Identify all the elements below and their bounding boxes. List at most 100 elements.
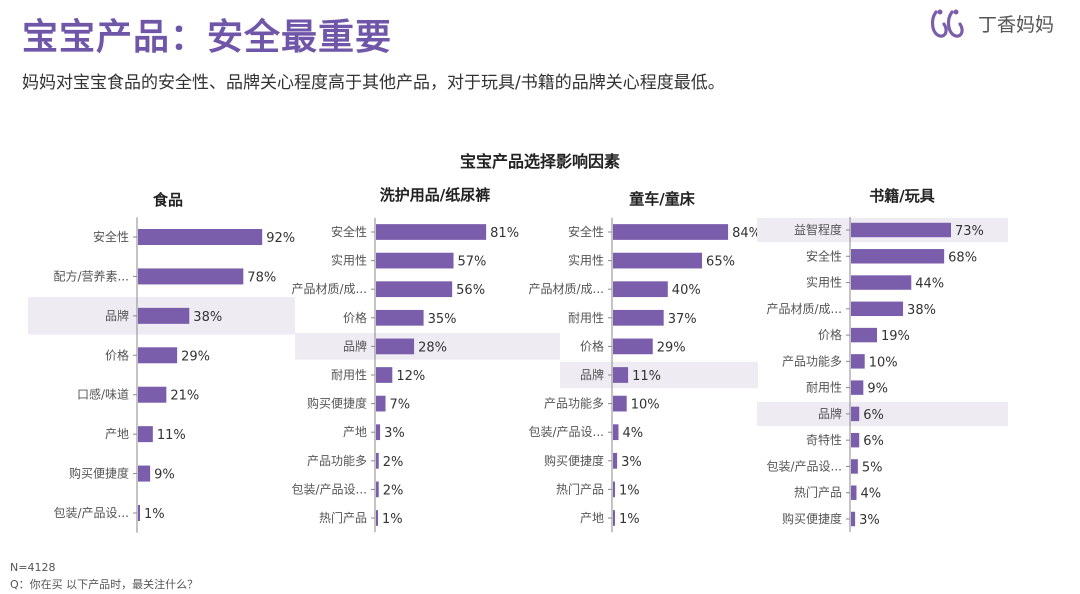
logo-text: 丁香妈妈: [978, 14, 1055, 36]
category-label: 产品材质/成...: [292, 282, 368, 296]
data-label: 38%: [907, 303, 936, 318]
bar: [613, 424, 619, 441]
category-label: 价格: [105, 347, 129, 362]
data-label: 44%: [915, 277, 944, 292]
category-label: 产地: [343, 425, 367, 439]
panel-title: 童车/童床: [629, 190, 695, 208]
data-label: 84%: [732, 226, 761, 241]
bar: [851, 406, 860, 422]
category-label: 包装/产品设...: [54, 506, 130, 520]
bar: [376, 309, 424, 326]
category-label: 品牌: [105, 309, 129, 323]
category-label: 产品功能多: [307, 454, 367, 468]
data-label: 68%: [948, 250, 977, 265]
data-label: 21%: [170, 389, 199, 404]
category-label: 耐用性: [568, 311, 604, 325]
category-label: 实用性: [568, 253, 604, 268]
category-label: 价格: [343, 310, 367, 325]
bar: [138, 229, 263, 245]
bar: [613, 367, 629, 383]
bar: [851, 354, 865, 369]
bar: [376, 338, 415, 355]
survey-question-note: Q：你在买 以下产品时，最关注什么？: [10, 578, 199, 591]
bar: [851, 275, 912, 290]
data-label: 5%: [862, 460, 883, 475]
category-label: 实用性: [806, 275, 842, 290]
category-label: 安全性: [568, 224, 604, 239]
category-label: 耐用性: [331, 368, 367, 382]
category-label: 产品材质/成...: [529, 282, 605, 296]
highlight-row: [295, 333, 560, 360]
category-label: 产地: [105, 427, 129, 441]
data-label: 57%: [458, 255, 487, 270]
data-label: 92%: [266, 231, 295, 246]
bar: [138, 465, 151, 482]
bar: [138, 426, 153, 443]
bar: [376, 452, 379, 469]
category-label: 购买便捷度: [544, 453, 604, 468]
category-label: 产品材质/成...: [767, 302, 843, 316]
category-label: 包装/产品设...: [767, 459, 843, 473]
bar: [138, 386, 167, 403]
category-label: 奇特性: [806, 432, 842, 447]
data-label: 7%: [390, 398, 411, 413]
panel-title: 书籍/玩具: [869, 187, 934, 205]
data-label: 10%: [631, 398, 660, 413]
data-label: 3%: [621, 455, 642, 470]
data-label: 2%: [383, 455, 404, 470]
bar: [376, 481, 379, 498]
category-label: 品牌: [343, 339, 367, 353]
category-label: 品牌: [818, 407, 842, 421]
bar: [138, 505, 140, 521]
data-label: 29%: [657, 340, 686, 355]
category-label: 安全性: [806, 248, 842, 263]
logo-icon: [930, 9, 964, 38]
data-label: 37%: [668, 312, 697, 327]
bar: [851, 327, 878, 343]
category-label: 包装/产品设...: [292, 482, 368, 496]
bar: [376, 281, 453, 298]
category-label: 益智程度: [794, 222, 842, 237]
data-label: 28%: [418, 340, 447, 355]
brand-logo: [930, 9, 964, 38]
category-label: 产品功能多: [544, 397, 604, 411]
category-label: 价格: [580, 338, 604, 353]
bar: [613, 510, 615, 526]
category-label: 安全性: [331, 224, 367, 239]
data-label: 4%: [860, 487, 881, 502]
bar: [613, 281, 668, 298]
bar: [851, 485, 857, 500]
bar: [851, 301, 904, 317]
data-label: 6%: [863, 434, 884, 449]
page-subtitle: 妈妈对宝宝食品的安全性、品牌关心程度高于其他产品，对于玩具/书籍的品牌关心程度最…: [22, 73, 725, 93]
highlight-row: [757, 401, 1008, 427]
category-label: 产品功能多: [782, 354, 842, 368]
data-label: 3%: [384, 426, 405, 441]
data-label: 40%: [672, 283, 701, 298]
data-label: 1%: [382, 512, 403, 527]
bar: [376, 252, 454, 269]
bar: [613, 252, 703, 269]
category-label: 耐用性: [806, 381, 842, 395]
highlight-row: [560, 361, 758, 389]
bar: [376, 424, 381, 441]
bar: [613, 309, 664, 326]
bar: [376, 395, 386, 412]
data-label: 1%: [144, 507, 165, 522]
category-label: 购买便捷度: [307, 396, 367, 411]
data-label: 9%: [867, 382, 888, 397]
category-label: 口感/味道: [77, 387, 129, 402]
bar: [376, 510, 378, 526]
bar: [613, 338, 653, 355]
bar: [613, 395, 627, 412]
category-label: 热门产品: [319, 510, 367, 525]
bar: [851, 222, 952, 238]
bar: [851, 459, 858, 474]
bar: [138, 268, 244, 285]
data-label: 19%: [881, 329, 910, 344]
category-label: 购买便捷度: [69, 466, 129, 481]
bar: [851, 511, 856, 527]
bar: [851, 249, 945, 264]
data-label: 4%: [622, 426, 643, 441]
